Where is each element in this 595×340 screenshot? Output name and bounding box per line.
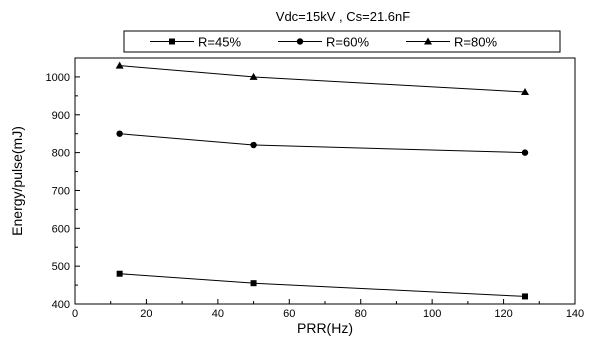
y-tick-label: 1000 (46, 72, 70, 84)
x-axis-title: PRR(Hz) (297, 320, 353, 336)
legend-box (123, 30, 561, 53)
data-point (116, 130, 123, 137)
series-2 (116, 130, 529, 156)
legend-label: R=45% (198, 35, 241, 50)
data-point (521, 88, 529, 96)
y-tick-label: 900 (52, 110, 70, 122)
plot-area (74, 57, 576, 305)
legend-item: R=80% (406, 35, 497, 50)
legend-label: R=80% (454, 35, 497, 50)
legend-marker (296, 38, 304, 45)
series-line (119, 65, 526, 93)
data-point (249, 72, 258, 80)
y-axis-title: Energy/pulse(mJ) (9, 126, 25, 236)
data-point (522, 293, 528, 300)
series-3 (115, 61, 529, 96)
legend-marker (424, 37, 432, 45)
legend-item: R=60% (278, 35, 369, 50)
x-tick-label: 20 (140, 308, 152, 320)
x-tick-label: 40 (212, 308, 224, 320)
data-point (250, 280, 257, 287)
axis-ticks: 0 20 40 60 80 100 120 140 400 500 600 700 800 900 1000 (46, 72, 585, 320)
x-tick-label: 80 (355, 308, 367, 320)
y-tick-label: 500 (52, 261, 70, 273)
legend-label: R=60% (326, 35, 369, 50)
data-point (521, 149, 529, 156)
y-tick-label: 800 (52, 148, 70, 160)
y-tick-label: 400 (52, 299, 70, 311)
legend-item: R=45% (150, 35, 241, 50)
data-point (115, 61, 124, 69)
data-point (116, 270, 123, 277)
series-1 (116, 270, 528, 300)
series-line (119, 273, 526, 297)
legend-marker (169, 38, 175, 45)
y-tick-label: 600 (52, 223, 70, 235)
legend: R=45% R=60% R=80% (123, 30, 561, 53)
data-point (250, 141, 257, 149)
x-tick-label: 140 (566, 308, 584, 320)
x-tick-label: 120 (494, 308, 512, 320)
x-tick-label: 100 (423, 308, 441, 320)
series-layer (115, 61, 529, 300)
y-tick-label: 700 (52, 185, 70, 197)
chart-title: Vdc=15kV , Cs=21.6nF (276, 9, 410, 24)
series-line (119, 133, 526, 154)
x-tick-label: 0 (72, 308, 78, 320)
x-tick-label: 60 (283, 308, 295, 320)
